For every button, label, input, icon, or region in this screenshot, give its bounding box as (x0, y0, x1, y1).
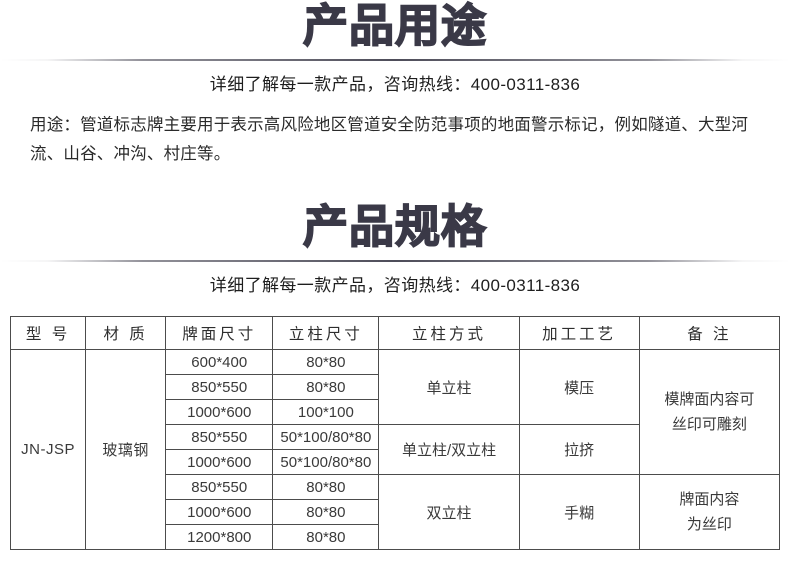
cell-panel-size: 1000*600 (165, 449, 274, 475)
table-row: 850*550 50*100/80*80 单立柱/双立柱 拉挤 (11, 424, 780, 475)
cell-post-size: 80*80 (272, 349, 380, 375)
cell-post-size: 80*80 (272, 499, 380, 525)
cell-post-type: 双立柱 (378, 474, 520, 550)
cell-process: 模压 (518, 349, 640, 425)
product-usage-heading-wrap: 产品用途 (0, 0, 790, 61)
column-header-post-type: 立柱方式 (378, 316, 520, 350)
spec-table: 型 号 材 质 牌面尺寸 立柱尺寸 立柱方式 加工工艺 备 注 JN-JSP 玻… (9, 316, 781, 550)
table-row: 850*550 80*80 (11, 374, 780, 400)
cell-post-size: 50*100/80*80 (272, 449, 380, 475)
cell-remark: 牌面内容 为丝印 (638, 474, 781, 550)
table-row: 1200*800 80*80 (11, 524, 780, 550)
cell-post-size: 80*80 (272, 374, 380, 400)
remark-line-1: 牌面内容 (679, 491, 740, 508)
cell-process: 拉挤 (518, 424, 640, 475)
cell-material: 玻璃钢 (85, 349, 167, 550)
remark-line-2: 为丝印 (686, 516, 732, 533)
cell-panel-size: 850*550 (165, 424, 274, 450)
heading-divider-line (0, 260, 790, 262)
product-usage-paragraph: 用途：管道标志牌主要用于表示高风险地区管道安全防范事项的地面警示标记，例如隧道、… (30, 116, 749, 163)
remark-line-1: 模牌面内容可 (664, 391, 755, 408)
spec-table-wrap: 型 号 材 质 牌面尺寸 立柱尺寸 立柱方式 加工工艺 备 注 JN-JSP 玻… (9, 316, 781, 550)
column-header-remark: 备 注 (638, 316, 781, 350)
cell-panel-size: 1000*600 (165, 399, 274, 425)
cell-post-size: 80*80 (272, 524, 380, 550)
table-row: 850*550 80*80 双立柱 手糊 牌面内容 为丝印 (11, 474, 781, 550)
cell-post-type: 单立柱/双立柱 (378, 424, 520, 475)
cell-process: 手糊 (518, 474, 640, 550)
cell-post-size: 100*100 (272, 399, 380, 425)
table-row: 1000*600 50*100/80*80 (11, 449, 780, 475)
column-header-model: 型 号 (9, 316, 87, 350)
table-row: 1000*600 100*100 (11, 399, 780, 425)
column-header-panel-size: 牌面尺寸 (165, 316, 274, 350)
cell-model: JN-JSP (9, 349, 87, 550)
cell-panel-size: 850*550 (165, 374, 274, 400)
column-header-post-size: 立柱尺寸 (272, 316, 380, 350)
section-product-spec: 产品规格 详细了解每一款产品，咨询热线：400-0311-836 型 号 材 质… (0, 200, 790, 550)
cell-panel-size: 1000*600 (165, 499, 274, 525)
cell-panel-size: 600*400 (165, 349, 274, 375)
column-header-process: 加工工艺 (518, 316, 640, 350)
table-row: JN-JSP 玻璃钢 600*400 80*80 单立柱 模压 模牌面内容可 丝… (9, 349, 781, 550)
spec-table-head: 型 号 材 质 牌面尺寸 立柱尺寸 立柱方式 加工工艺 备 注 (9, 316, 781, 350)
heading-divider-line (0, 59, 790, 61)
remark-line-2: 丝印可雕刻 (671, 416, 747, 433)
cell-panel-size: 1200*800 (165, 524, 274, 550)
section-product-usage: 产品用途 详细了解每一款产品，咨询热线：400-0311-836 用途：管道标志… (0, 0, 790, 169)
product-usage-subtitle: 详细了解每一款产品，咨询热线：400-0311-836 (209, 75, 581, 94)
table-row: 1000*600 80*80 (11, 499, 780, 525)
cell-post-type: 单立柱 (378, 349, 520, 425)
product-spec-heading-wrap: 产品规格 (0, 200, 790, 262)
product-usage-heading: 产品用途 (302, 0, 487, 52)
cell-remark: 模牌面内容可 丝印可雕刻 (638, 349, 781, 475)
cell-panel-size: 850*550 (165, 474, 274, 500)
cell-post-size: 80*80 (272, 474, 380, 500)
cell-post-size: 50*100/80*80 (272, 424, 380, 450)
column-header-material: 材 质 (85, 316, 167, 350)
product-spec-subtitle: 详细了解每一款产品，咨询热线：400-0311-836 (209, 276, 581, 295)
table-header-row: 型 号 材 质 牌面尺寸 立柱尺寸 立柱方式 加工工艺 备 注 (9, 316, 781, 350)
product-spec-heading: 产品规格 (302, 200, 487, 254)
spec-table-body: JN-JSP 玻璃钢 600*400 80*80 单立柱 模压 模牌面内容可 丝… (9, 349, 781, 550)
